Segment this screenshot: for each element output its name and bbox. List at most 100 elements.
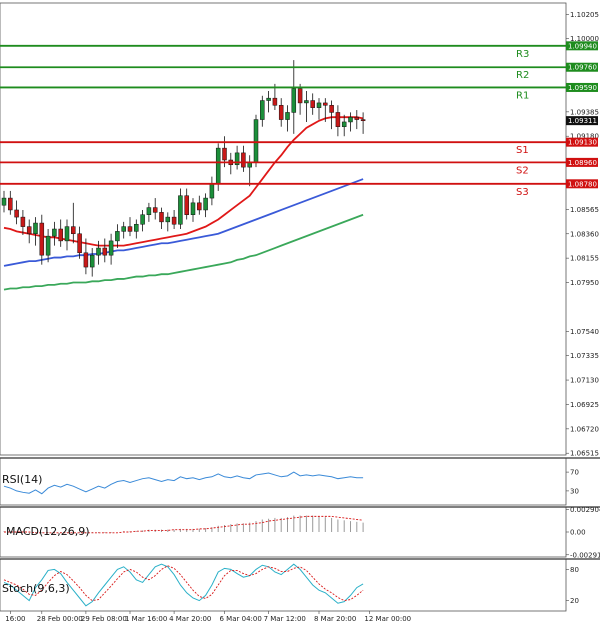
bull-candle-body bbox=[209, 183, 215, 199]
candle bbox=[115, 224, 120, 249]
bear-candle-body bbox=[77, 233, 82, 254]
candle bbox=[58, 219, 63, 247]
price-tick-label: 1.07130 bbox=[570, 377, 599, 385]
bear-candle-body bbox=[171, 216, 177, 225]
candle bbox=[39, 214, 45, 265]
level-price-label: 1.09760 bbox=[568, 64, 597, 72]
level-name-s3: S3 bbox=[516, 187, 529, 198]
stoch-frame bbox=[0, 558, 567, 612]
candle bbox=[335, 105, 341, 137]
stoch-title: Stoch(9,6,3) bbox=[2, 582, 70, 595]
candle bbox=[159, 207, 164, 229]
price-tick-label: 1.07540 bbox=[570, 328, 599, 336]
bear-candle-body bbox=[8, 197, 13, 211]
bear-candle-body bbox=[272, 97, 278, 106]
bull-candle-body bbox=[52, 228, 57, 237]
price-tick-label: 1.07335 bbox=[570, 352, 599, 360]
time-tick-label: 7 Mar 12:00 bbox=[264, 615, 306, 623]
bear-candle-body bbox=[26, 226, 32, 235]
candle bbox=[8, 190, 13, 215]
level-name-r1: R1 bbox=[516, 90, 529, 101]
price-tick-label: 1.06925 bbox=[570, 401, 599, 409]
rsi-tick-label: 70 bbox=[570, 469, 579, 477]
level-price-badge bbox=[566, 82, 598, 92]
candle bbox=[316, 98, 322, 120]
candle bbox=[190, 198, 196, 222]
bull-candle-body bbox=[215, 147, 221, 185]
candle bbox=[108, 233, 114, 265]
rsi-title: RSI(14) bbox=[2, 473, 42, 486]
bull-candle-body bbox=[304, 100, 309, 104]
level-price-badge bbox=[566, 157, 598, 167]
bear-candle-body bbox=[58, 228, 63, 242]
level-name-r2: R2 bbox=[516, 70, 529, 81]
bear-candle-body bbox=[329, 105, 334, 113]
candle bbox=[89, 248, 95, 277]
bear-candle-body bbox=[360, 119, 366, 122]
time-tick-label: 28 Feb 00:00 bbox=[37, 615, 83, 623]
candle bbox=[266, 91, 271, 113]
bear-candle-body bbox=[152, 207, 158, 213]
candle bbox=[64, 219, 70, 251]
bear-candle-body bbox=[297, 88, 303, 104]
level-name-s2: S2 bbox=[516, 165, 529, 176]
candle bbox=[203, 193, 208, 218]
level-price-label: 1.09940 bbox=[568, 42, 597, 50]
bear-candle-body bbox=[241, 152, 246, 168]
price-plot-frame bbox=[0, 2, 567, 456]
macd-panel: 0.002904 0.00 -0.002914 MACD(12,26,9) bbox=[0, 506, 600, 559]
bear-candle-body bbox=[102, 247, 108, 256]
bear-candle-body bbox=[71, 226, 76, 235]
bull-candle-body bbox=[64, 226, 70, 242]
macd-tick-label: -0.002914 bbox=[570, 551, 600, 559]
bull-candle-body bbox=[134, 223, 139, 232]
time-tick-label: 16:00 bbox=[5, 615, 25, 623]
bull-candle-body bbox=[121, 226, 126, 232]
bull-candle-body bbox=[316, 102, 322, 108]
moving-average-line bbox=[3, 213, 364, 291]
candle bbox=[1, 190, 7, 213]
price-tick-label: 1.08360 bbox=[570, 230, 599, 238]
candle bbox=[197, 195, 202, 215]
bull-candle-body bbox=[33, 222, 38, 235]
stoch-panel: 80 20 Stoch(9,6,3) bbox=[0, 558, 600, 612]
bull-candle-body bbox=[203, 197, 208, 211]
candle bbox=[152, 198, 158, 220]
bull-candle-body bbox=[260, 100, 265, 120]
candle bbox=[45, 229, 51, 263]
bull-candle-body bbox=[291, 88, 297, 113]
candle bbox=[14, 200, 19, 225]
bull-candle-body bbox=[45, 235, 51, 256]
bear-candle-body bbox=[222, 147, 227, 161]
level-price-label: 1.09130 bbox=[568, 139, 597, 147]
bull-candle-body bbox=[266, 97, 271, 101]
moving-average-line bbox=[3, 116, 364, 247]
price-tick-label: 1.07950 bbox=[570, 279, 599, 287]
bull-candle-body bbox=[178, 195, 183, 225]
price-tick-label: 1.06720 bbox=[570, 425, 599, 433]
candle bbox=[20, 209, 26, 235]
bear-candle-body bbox=[197, 202, 202, 211]
bear-candle-body bbox=[278, 105, 284, 120]
bear-candle-body bbox=[323, 102, 328, 106]
bear-candle-body bbox=[159, 212, 164, 223]
level-price-label: 1.09590 bbox=[568, 84, 597, 92]
candle bbox=[310, 93, 315, 115]
bull-candle-body bbox=[253, 119, 259, 163]
candle bbox=[96, 240, 101, 265]
bear-candle-body bbox=[14, 209, 19, 218]
candle bbox=[297, 83, 303, 115]
bull-candle-body bbox=[140, 214, 145, 225]
candle bbox=[77, 226, 82, 259]
rsi-frame bbox=[0, 457, 567, 506]
bull-candle-body bbox=[165, 216, 171, 223]
stoch-signal-line bbox=[3, 565, 364, 602]
time-tick-label: 4 Mar 20:00 bbox=[169, 615, 211, 623]
rsi-panel: 70 30 RSI(14) bbox=[0, 457, 600, 506]
bull-candle-body bbox=[89, 254, 95, 268]
bull-candle-body bbox=[146, 207, 152, 215]
macd-title: MACD(12,26,9) bbox=[6, 525, 90, 538]
candle bbox=[102, 238, 108, 263]
price-tick-label: 1.06515 bbox=[570, 450, 599, 458]
candle bbox=[260, 95, 265, 127]
